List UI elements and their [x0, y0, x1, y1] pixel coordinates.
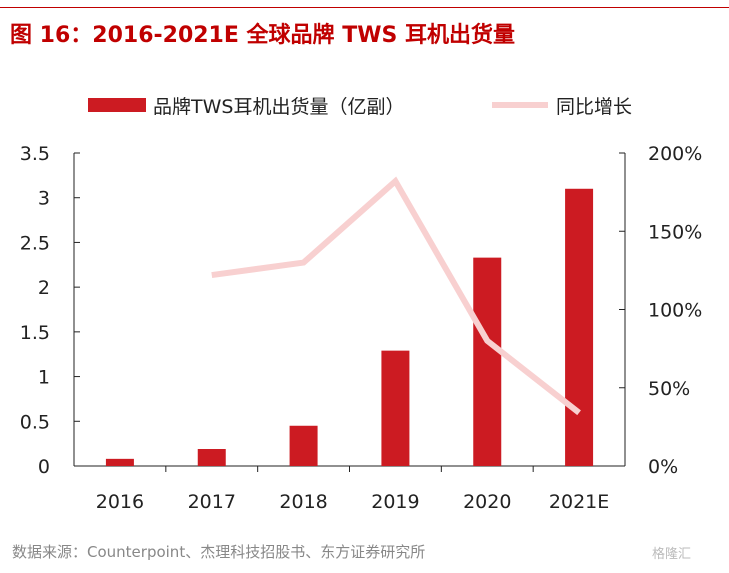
left-tick-label: 2 [38, 277, 50, 299]
x-tick-label: 2021E [549, 491, 609, 513]
x-tick-label: 2020 [463, 491, 511, 513]
left-tick-label: 3.5 [20, 143, 50, 165]
left-tick-label: 0 [38, 456, 50, 478]
left-tick-label: 2.5 [20, 232, 50, 254]
x-tick-label: 2018 [279, 491, 327, 513]
legend-line-label: 同比增长 [556, 96, 632, 118]
watermark-logo: 格隆汇 [652, 547, 692, 562]
source-note: 数据来源：Counterpoint、杰理科技招股书、东方证券研究所 [12, 543, 426, 561]
left-tick-label: 0.5 [20, 411, 50, 433]
x-tick-label: 2017 [188, 491, 236, 513]
right-tick-label: 200% [648, 143, 702, 165]
legend-bar-label: 品牌TWS耳机出货量（亿副） [153, 96, 404, 118]
figure-title: 图 16：2016-2021E 全球品牌 TWS 耳机出货量 [10, 23, 515, 48]
left-tick-label: 1 [38, 367, 50, 389]
right-tick-label: 150% [648, 221, 702, 243]
bar-2021E [565, 188, 594, 466]
left-tick-label: 3 [38, 188, 50, 210]
right-tick-label: 50% [648, 378, 690, 400]
x-tick-label: 2019 [371, 491, 419, 513]
bar-2019 [381, 350, 410, 466]
right-tick-label: 100% [648, 300, 702, 322]
chart: 品牌TWS耳机出货量（亿副） 同比增长 0 0.5 1 1.5 2 2.5 3 3.5 0% 50% 1… [20, 96, 703, 513]
bar-2016 [105, 458, 134, 466]
legend-bar-swatch [88, 98, 146, 112]
bar-2017 [197, 449, 226, 466]
bar-2018 [289, 425, 318, 466]
bar-2020 [473, 257, 502, 466]
top-rule [0, 7, 729, 8]
left-tick-label: 1.5 [20, 322, 50, 344]
x-tick-label: 2016 [96, 491, 144, 513]
right-tick-label: 0% [648, 456, 678, 478]
